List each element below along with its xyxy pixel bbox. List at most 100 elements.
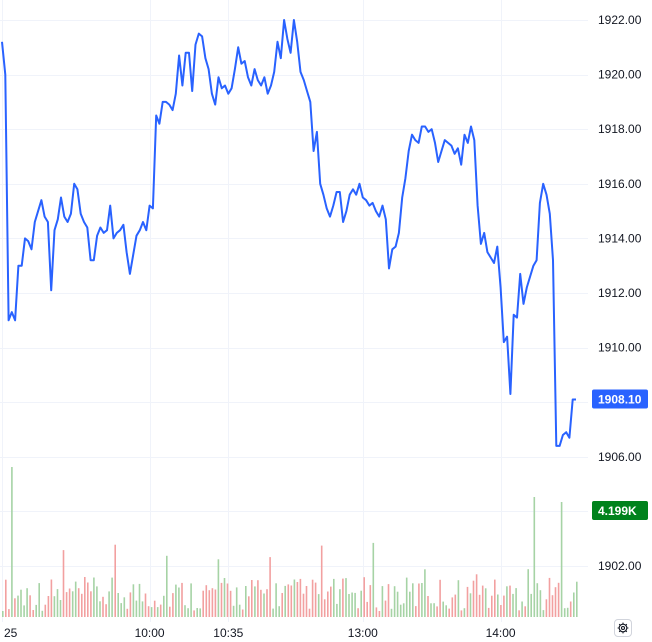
volume-bar: [87, 582, 89, 617]
volume-bar: [290, 585, 293, 617]
volume-bar: [8, 609, 10, 617]
volume-bar: [393, 586, 396, 617]
volume-bar: [84, 577, 86, 617]
volume-bar: [348, 594, 350, 617]
volume-bar: [102, 596, 104, 617]
volume-bar: [339, 589, 341, 617]
volume-bar: [366, 601, 368, 617]
volume-bar: [147, 606, 150, 617]
volume-bar: [93, 577, 95, 617]
volume-bar: [190, 583, 192, 617]
volume-bar: [518, 610, 520, 617]
volume-bar: [278, 606, 280, 617]
volume-bar: [226, 583, 229, 617]
volume-bar: [211, 588, 214, 617]
volume-bar: [260, 589, 262, 617]
volume-bar: [181, 582, 183, 617]
volume-bar: [357, 608, 359, 617]
chart-settings-button[interactable]: [614, 619, 632, 637]
volume-bar: [299, 578, 302, 617]
y-tick-label: 1910.00: [598, 341, 642, 355]
price-series-line[interactable]: [1, 19, 576, 447]
volume-bar: [551, 595, 554, 617]
volume-bar: [53, 596, 56, 617]
x-tick-label: 14:00: [486, 626, 516, 640]
volume-bar: [330, 586, 332, 617]
volume-bar: [566, 607, 569, 617]
volume-bar: [457, 580, 460, 617]
volume-bar: [506, 586, 508, 617]
volume-bar: [418, 583, 420, 617]
volume-bar: [317, 594, 320, 617]
volume-bar: [44, 604, 47, 617]
volume-bar: [50, 579, 53, 617]
volume-bar: [475, 574, 478, 617]
volume-bar: [156, 607, 159, 617]
volume-bar: [235, 587, 238, 617]
volume-bar: [129, 592, 132, 617]
volume-bar: [175, 584, 177, 617]
volume-bar: [184, 605, 186, 617]
x-tick-label: 13:00: [348, 626, 378, 640]
volume-bar: [254, 586, 256, 617]
volume-bar: [412, 583, 414, 617]
volume-bar: [59, 600, 62, 617]
volume-bar: [472, 580, 475, 617]
volume-bar: [238, 604, 241, 617]
volume-bar: [442, 601, 444, 617]
volume-bar: [336, 603, 338, 617]
volume-bar: [311, 579, 314, 617]
volume-bar: [26, 588, 28, 617]
volume-bar: [478, 594, 481, 617]
y-tick-label: 1922.00: [598, 13, 642, 27]
volume-bar: [469, 593, 472, 617]
volume-bar: [542, 610, 545, 617]
volume-bar: [539, 590, 542, 617]
volume-bar: [548, 577, 551, 617]
volume-bar: [163, 595, 165, 617]
volume-bar: [554, 587, 557, 617]
gear-icon: [617, 622, 629, 634]
volume-bar: [202, 590, 204, 617]
price-axis[interactable]: 1922.00 1920.00 1918.00 1916.00 1914.00 1912.…: [598, 13, 642, 573]
volume-bar: [533, 497, 536, 617]
grid-lines: [0, 0, 588, 622]
volume-bar: [23, 605, 25, 617]
volume-bar: [150, 607, 153, 617]
volume-bar: [38, 583, 40, 617]
volume-bar: [178, 587, 180, 617]
volume-bar: [293, 579, 296, 617]
volume-bar: [17, 595, 19, 617]
volume-bar: [320, 545, 323, 617]
volume-bar: [214, 589, 217, 617]
volume-bar: [135, 600, 138, 617]
volume-bar: [269, 557, 271, 617]
volume-bar: [193, 610, 195, 617]
y-tick-label: 1906.00: [598, 450, 642, 464]
time-axis[interactable]: 25 10:00 10:35 13:00 14:00: [4, 626, 516, 640]
volume-bars: [2, 467, 578, 617]
volume-bar: [90, 591, 92, 617]
volume-bar: [241, 609, 244, 617]
volume-bar: [65, 592, 68, 617]
volume-bar: [5, 579, 7, 617]
volume-bar: [281, 593, 283, 617]
volume-bar: [509, 585, 511, 617]
volume-bar: [536, 583, 539, 617]
volume-bar: [287, 584, 290, 617]
y-tick-label: 1912.00: [598, 286, 642, 300]
volume-bar: [132, 584, 135, 617]
volume-bar: [560, 502, 563, 617]
volume-bar: [217, 559, 220, 617]
last-price-label: 1908.10: [598, 393, 642, 407]
volume-bar: [381, 586, 384, 617]
volume-bar: [205, 585, 208, 617]
volume-bar: [430, 603, 432, 617]
volume-bar: [123, 597, 126, 617]
volume-bar: [323, 599, 326, 617]
volume-bar: [153, 600, 156, 617]
volume-bar: [333, 578, 335, 617]
volume-bar: [108, 591, 110, 617]
volume-bar: [448, 608, 450, 617]
